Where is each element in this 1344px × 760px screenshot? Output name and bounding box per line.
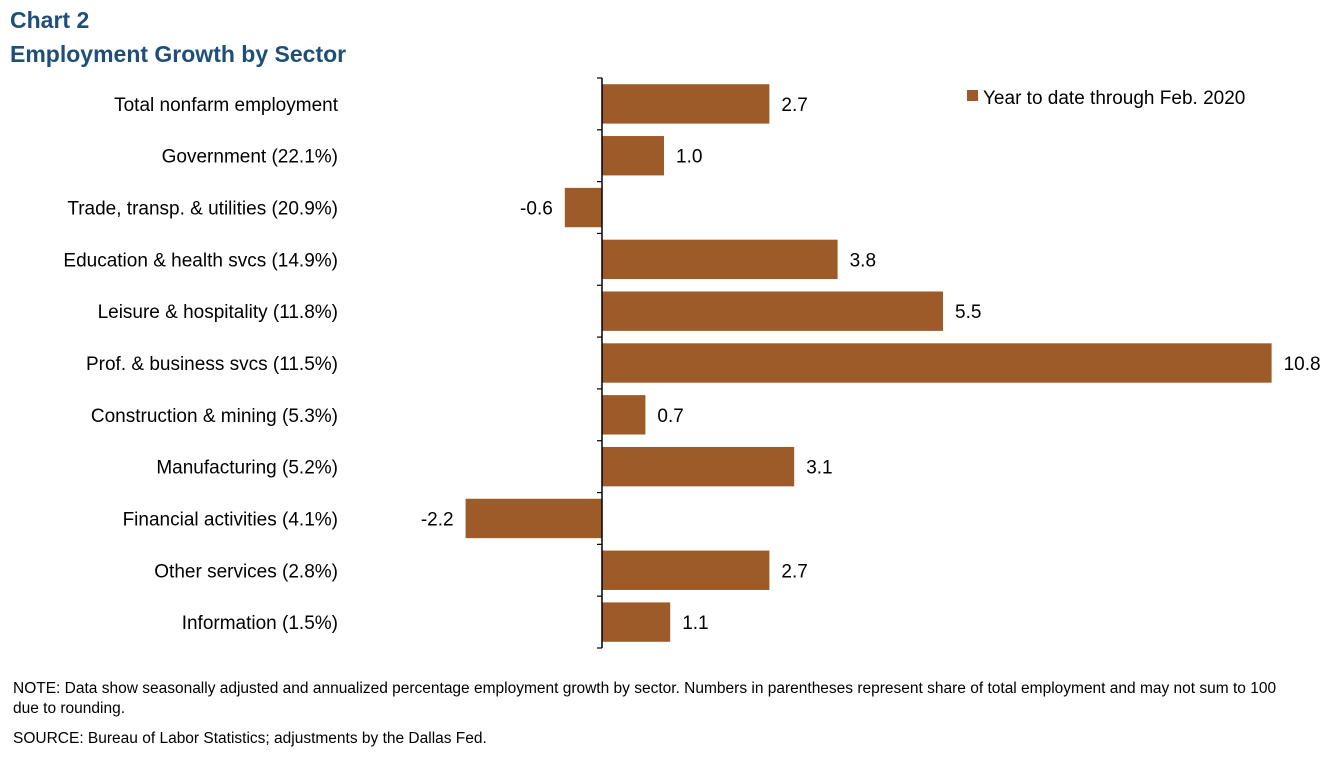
data-label: 2.7 [781,95,807,116]
category-label: Total nonfarm employment [114,95,339,116]
bar [602,84,770,124]
legend-swatch [967,90,978,101]
data-label: 2.7 [781,561,807,582]
bar [602,136,664,176]
data-label: -2.2 [421,509,454,530]
chart-source: SOURCE: Bureau of Labor Statistics; adju… [13,730,487,747]
data-label: 5.5 [955,302,981,323]
category-label: Manufacturing (5.2%) [156,458,338,479]
data-label: 1.0 [676,147,702,168]
bar [602,239,838,280]
bar [602,602,671,642]
chart-title: Employment Growth by Sector [10,41,347,67]
chart-number: Chart 2 [10,7,90,33]
data-label: 1.1 [682,613,708,634]
category-label: Construction & mining (5.3%) [91,406,338,427]
category-label: Trade, transp. & utilities (20.9%) [67,199,338,220]
data-label: 0.7 [657,406,683,427]
category-label: Leisure & hospitality (11.8%) [98,302,338,323]
bar [602,395,646,435]
bar [602,550,770,590]
category-label: Financial activities (4.1%) [123,509,338,530]
chart-note: NOTE: Data show seasonally adjusted and … [13,680,1277,717]
category-label: Government (22.1%) [162,147,338,168]
bar [465,498,602,539]
bar [602,446,795,487]
category-label: Other services (2.8%) [154,561,338,582]
bar-chart: 2.7 Total nonfarm employment 1.0 Government… [63,77,1321,649]
bar [564,187,602,228]
category-label: Prof. & business svcs (11.5%) [86,354,338,375]
category-label: Information (1.5%) [182,613,338,634]
data-label: 3.1 [806,458,832,479]
data-label: -0.6 [520,199,553,220]
category-label: Education & health svcs (14.9%) [63,250,338,271]
bar [602,343,1272,383]
data-label: 3.8 [850,250,876,271]
bar [602,291,943,331]
data-label: 10.8 [1284,354,1321,375]
legend-label: Year to date through Feb. 2020 [983,88,1245,109]
